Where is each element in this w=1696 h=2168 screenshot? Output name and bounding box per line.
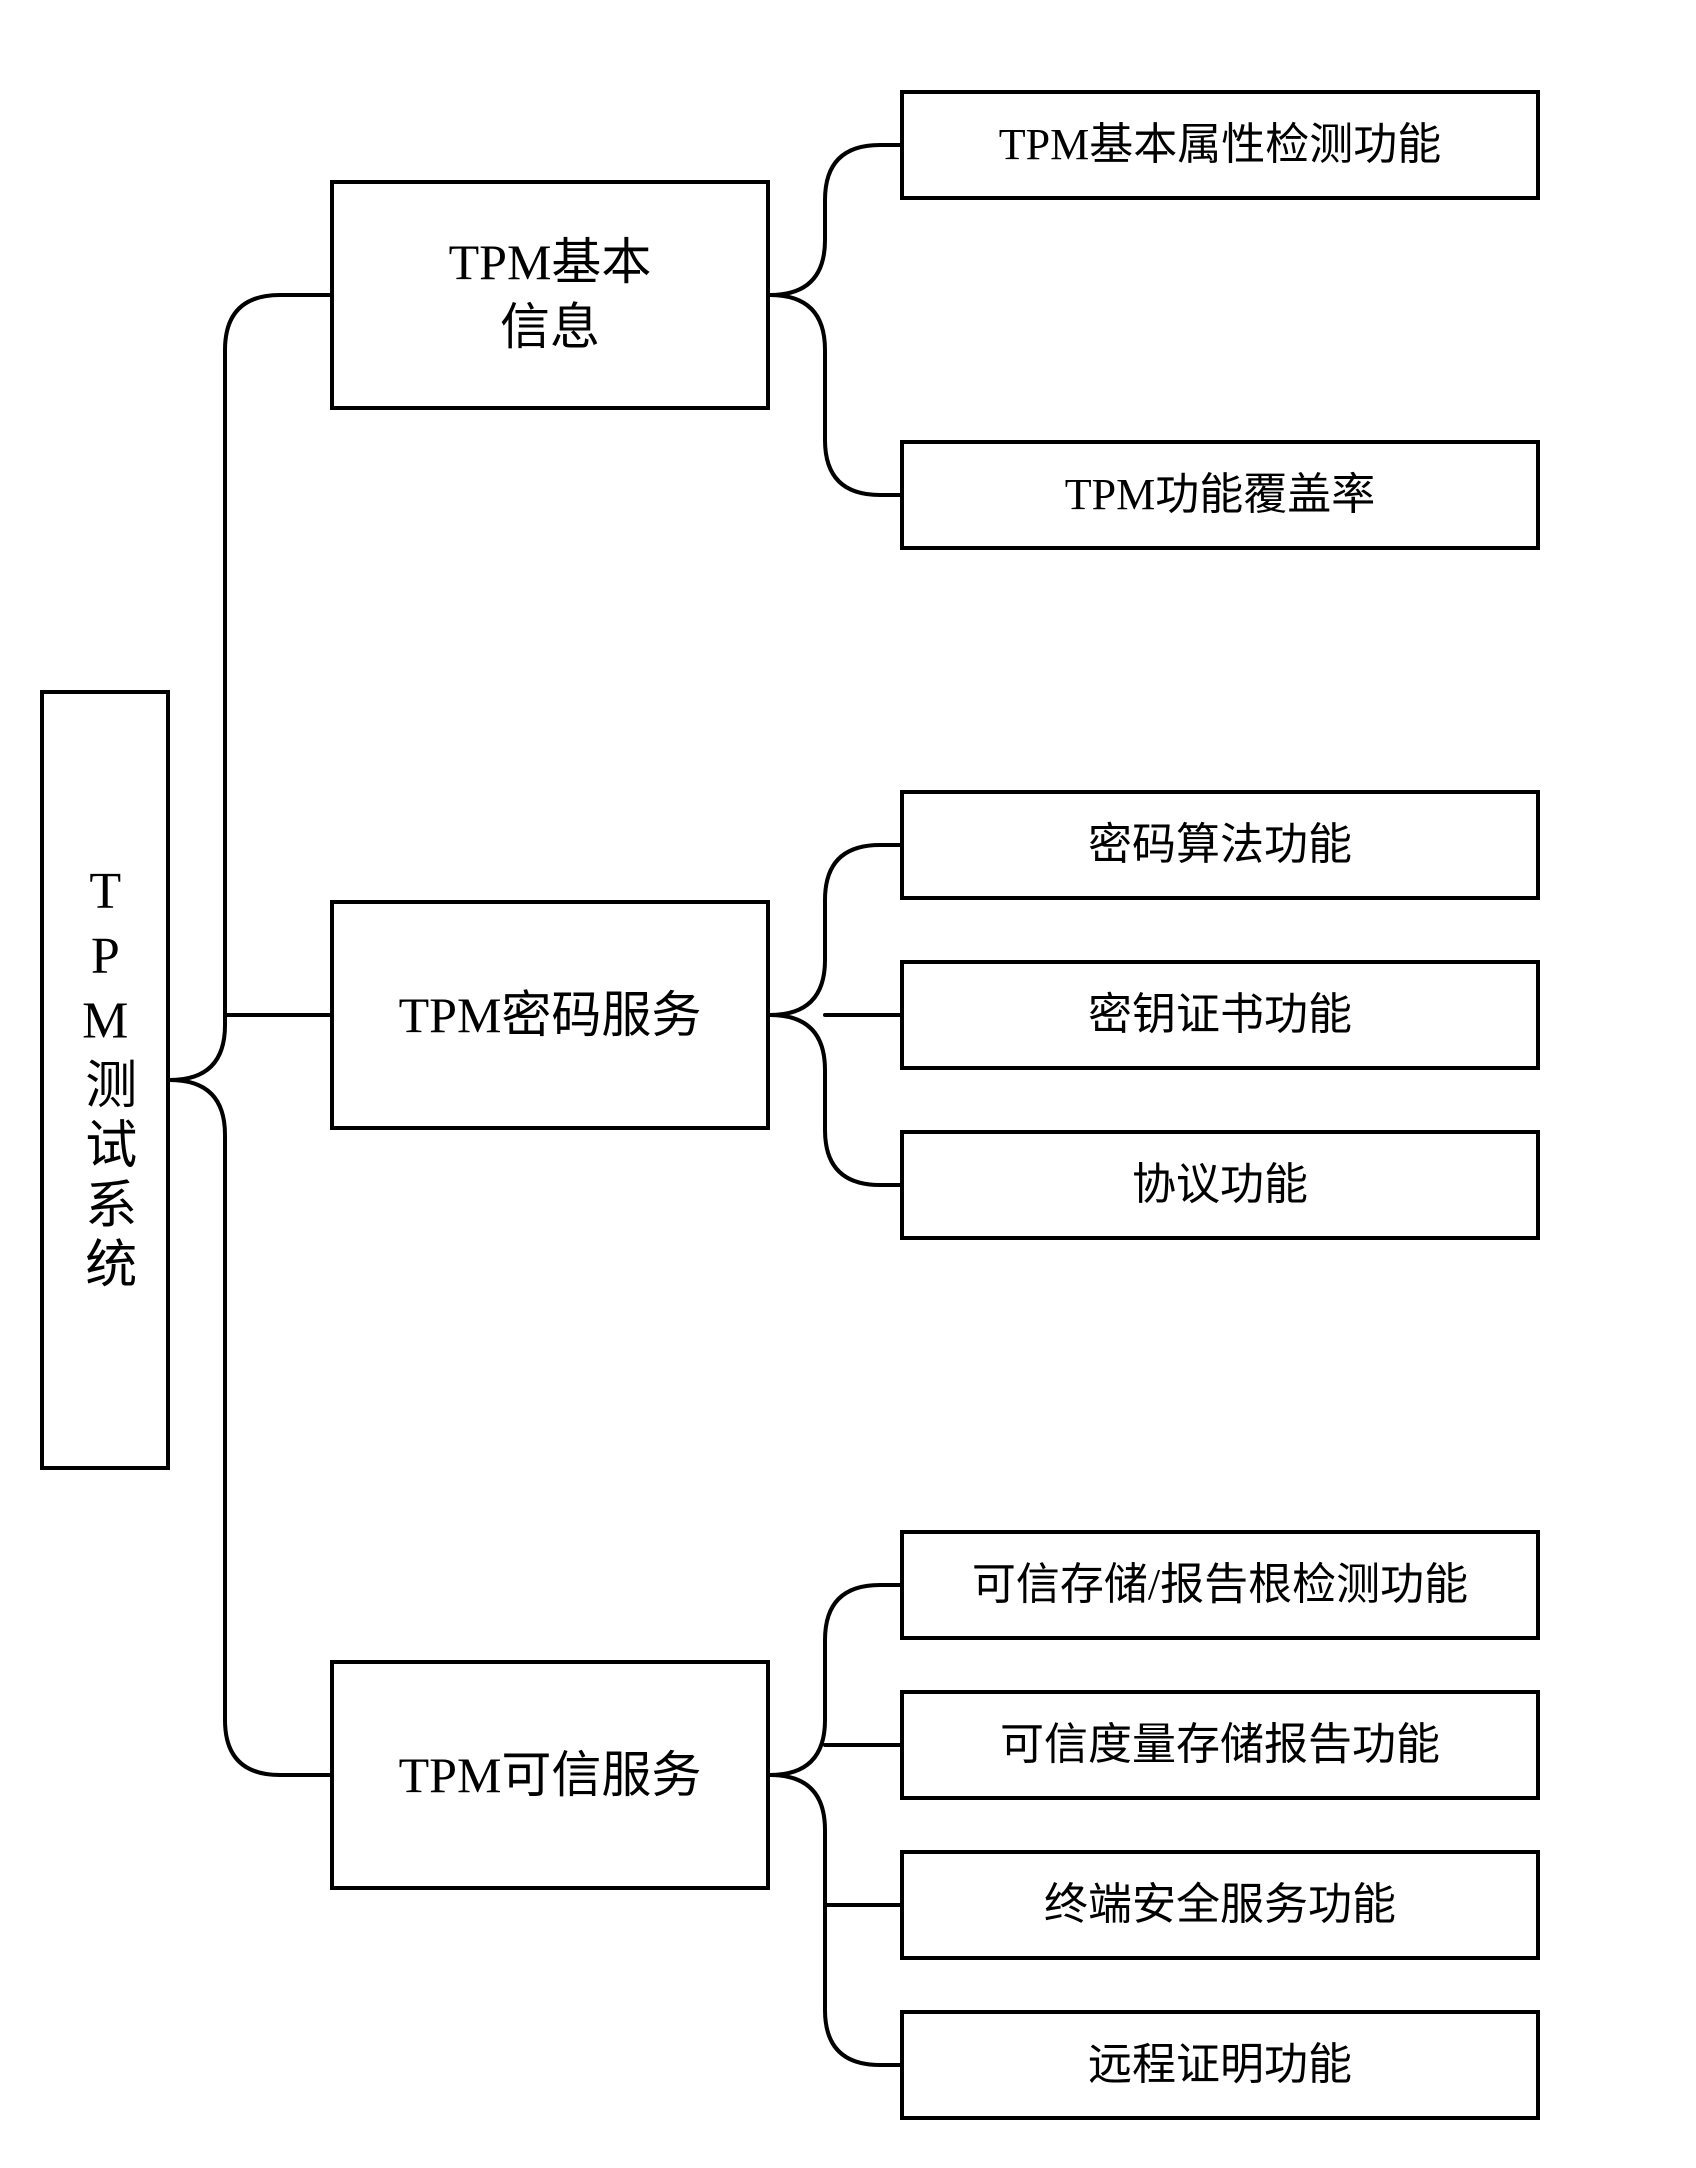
mid-label: TPM可信服务 [399, 1743, 702, 1808]
leaf-label: 可信存储/报告根检测功能 [972, 1556, 1468, 1613]
root-node: TPM测试系统 [40, 690, 170, 1470]
leaf-node: 协议功能 [900, 1130, 1540, 1240]
leaf-label: 远程证明功能 [1088, 2036, 1352, 2093]
leaf-label: TPM功能覆盖率 [1065, 466, 1375, 523]
leaf-label: 密钥证书功能 [1088, 986, 1352, 1043]
mid-node-crypto: TPM密码服务 [330, 900, 770, 1130]
leaf-node: 可信存储/报告根检测功能 [900, 1530, 1540, 1640]
leaf-node: TPM功能覆盖率 [900, 440, 1540, 550]
leaf-node: 密钥证书功能 [900, 960, 1540, 1070]
connectors-svg [0, 0, 1696, 2168]
mid-node-trusted: TPM可信服务 [330, 1660, 770, 1890]
leaf-node: 可信度量存储报告功能 [900, 1690, 1540, 1800]
leaf-node: TPM基本属性检测功能 [900, 90, 1540, 200]
leaf-node: 密码算法功能 [900, 790, 1540, 900]
mid-label: TPM密码服务 [399, 983, 702, 1048]
leaf-label: 终端安全服务功能 [1044, 1876, 1396, 1933]
leaf-node: 远程证明功能 [900, 2010, 1540, 2120]
leaf-label: 协议功能 [1132, 1156, 1308, 1213]
root-label: TPM测试系统 [71, 863, 139, 1297]
mid-node-basic: TPM基本信息 [330, 180, 770, 410]
mid-label: TPM基本信息 [449, 230, 652, 360]
leaf-node: 终端安全服务功能 [900, 1850, 1540, 1960]
leaf-label: 可信度量存储报告功能 [1000, 1716, 1440, 1773]
leaf-label: TPM基本属性检测功能 [999, 116, 1441, 173]
leaf-label: 密码算法功能 [1088, 816, 1352, 873]
